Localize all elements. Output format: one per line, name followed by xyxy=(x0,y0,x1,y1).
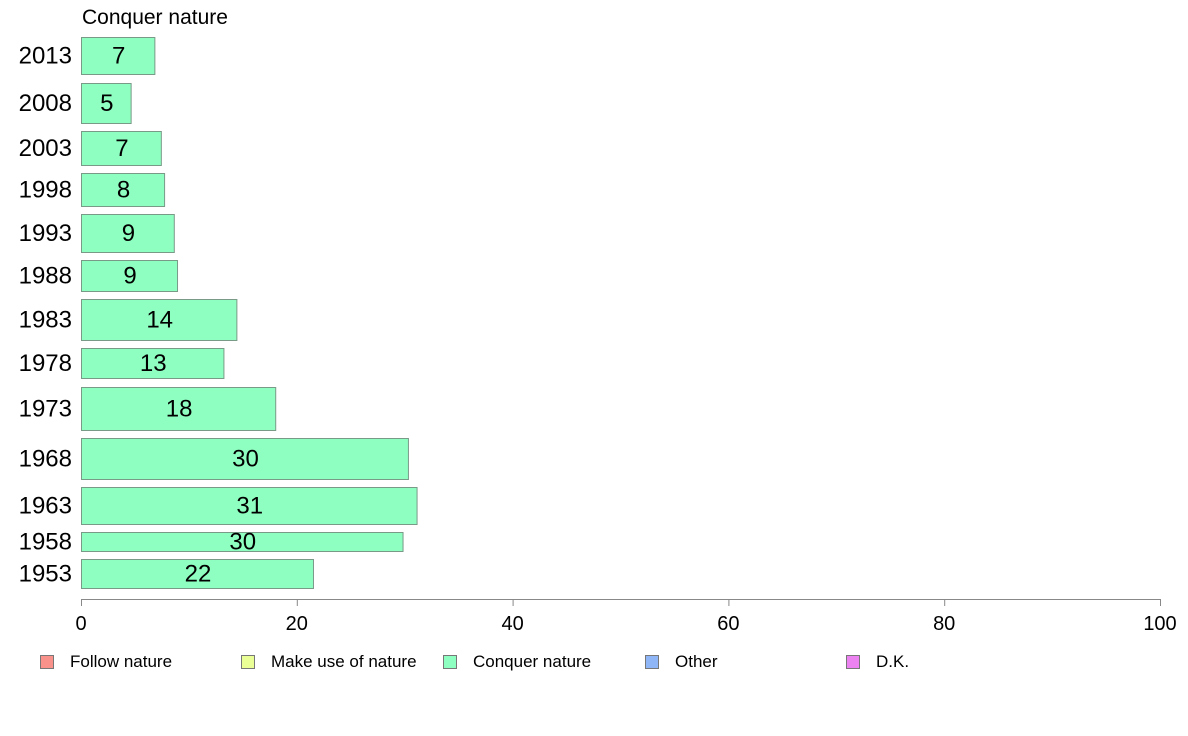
legend-swatch xyxy=(846,655,860,669)
y-tick-label: 1963 xyxy=(19,493,72,520)
data-label: 22 xyxy=(185,561,212,588)
data-label: 7 xyxy=(112,43,125,70)
bar xyxy=(81,83,132,124)
data-label: 9 xyxy=(122,220,135,247)
y-tick-label: 1993 xyxy=(19,220,72,247)
bar xyxy=(81,559,314,589)
data-label: 7 xyxy=(115,135,128,162)
bar xyxy=(81,487,418,525)
bar xyxy=(81,532,404,552)
x-tick-label: 0 xyxy=(75,613,86,635)
bar xyxy=(81,438,409,480)
y-tick-label: 2008 xyxy=(19,90,72,117)
y-tick-label: 1983 xyxy=(19,307,72,334)
bar xyxy=(81,260,179,292)
data-label: 14 xyxy=(146,307,173,334)
data-label: 13 xyxy=(140,350,167,377)
data-label: 5 xyxy=(100,90,113,117)
legend-label: Conquer nature xyxy=(473,652,592,671)
legend-label: Make use of nature xyxy=(271,652,417,671)
bar xyxy=(81,131,162,166)
legend-swatch xyxy=(443,655,457,669)
legend-item-dk: D.K. xyxy=(846,652,909,672)
bar xyxy=(81,299,238,341)
chart-title: Conquer nature xyxy=(82,6,228,29)
legend-item-conquer-nature: Conquer nature xyxy=(443,652,591,672)
legend-swatch xyxy=(40,655,54,669)
x-tick-label: 20 xyxy=(286,613,308,635)
bar xyxy=(81,387,277,431)
x-tick-label: 40 xyxy=(501,613,523,635)
legend-item-other: Other xyxy=(645,652,718,672)
bar xyxy=(81,37,156,75)
data-label: 18 xyxy=(166,396,193,423)
y-tick-label: 1973 xyxy=(19,396,72,423)
legend-item-make-use-of-nature: Make use of nature xyxy=(241,652,417,672)
legend-item-follow-nature: Follow nature xyxy=(40,652,172,672)
legend-label: D.K. xyxy=(876,652,910,671)
y-tick-label: 1998 xyxy=(19,177,72,204)
y-tick-label: 1953 xyxy=(19,561,72,588)
y-tick-label: 1968 xyxy=(19,446,72,473)
legend-label: Other xyxy=(675,652,718,671)
legend: Follow nature Make use of nature Conquer… xyxy=(40,652,1140,676)
data-label: 30 xyxy=(229,529,256,556)
bar xyxy=(81,173,166,207)
data-label: 31 xyxy=(236,493,263,520)
x-tick-label: 60 xyxy=(717,613,739,635)
legend-label: Follow nature xyxy=(70,652,173,671)
x-tick-label: 100 xyxy=(1143,613,1176,635)
x-tick-label: 80 xyxy=(933,613,955,635)
data-label: 8 xyxy=(117,177,130,204)
bar xyxy=(81,348,225,379)
legend-swatch xyxy=(241,655,255,669)
data-label: 9 xyxy=(123,263,136,290)
legend-swatch xyxy=(645,655,659,669)
bar xyxy=(81,214,175,253)
y-tick-label: 1978 xyxy=(19,350,72,377)
y-tick-label: 1958 xyxy=(19,529,72,556)
y-tick-label: 2013 xyxy=(19,43,72,70)
y-tick-label: 1988 xyxy=(19,263,72,290)
y-tick-label: 2003 xyxy=(19,135,72,162)
data-label: 30 xyxy=(232,446,259,473)
